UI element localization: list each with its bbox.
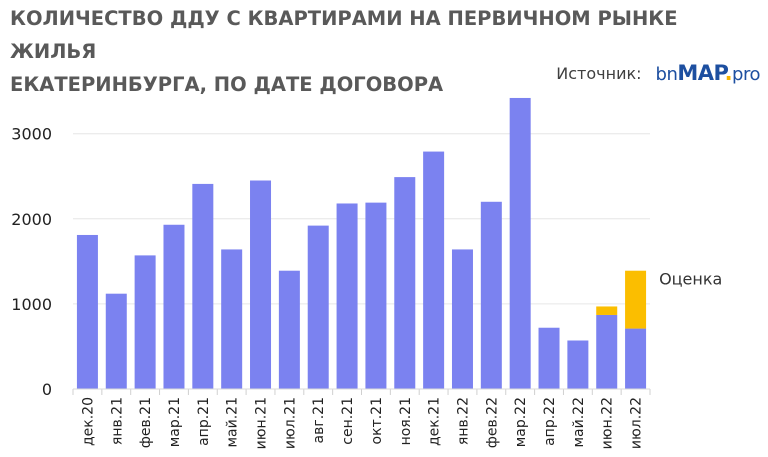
y-tick-label: 2000 [11,210,52,229]
source-label: Источник: [556,63,642,83]
bar [567,340,589,389]
x-tick-label: май.22 [571,397,587,448]
estimate-bar [596,306,618,315]
title-line-1: КОЛИЧЕСТВО ДДУ С КВАРТИРАМИ НА ПЕРВИЧНОМ… [10,7,678,63]
bar [394,177,416,389]
bar [480,201,502,389]
x-tick-label: мар.22 [513,397,529,447]
bar [105,293,127,389]
x-tick-label: дек.20 [80,397,96,446]
x-tick-label: дек.21 [427,397,443,446]
x-tick-label: июн.22 [600,397,616,449]
logo-dot: . [724,61,733,85]
x-tick-label: фев.22 [484,397,500,448]
x-tick-label: фев.21 [138,397,154,448]
estimate-bar [625,270,647,329]
x-tick-label: окт.21 [369,397,385,444]
bar [538,327,560,389]
y-tick-label: 0 [42,380,52,399]
y-tick-label: 1000 [11,295,52,314]
bar [365,202,387,389]
logo-part-2: MAP [677,61,725,85]
bar [163,224,185,389]
bar [192,183,214,389]
x-tick-label: июл.21 [282,397,298,449]
bar [625,328,647,389]
logo-part-3: pro [732,64,760,85]
x-tick-label: май.21 [225,397,241,448]
x-tick-label: янв.22 [455,397,471,445]
x-tick-label: мар.21 [167,397,183,447]
chart-title: КОЛИЧЕСТВО ДДУ С КВАРТИРАМИ НА ПЕРВИЧНОМ… [10,2,750,101]
bar [423,151,445,389]
bar [509,97,531,389]
bnmap-logo: bnMAP.pro [655,61,761,85]
title-line-2: ЕКАТЕРИНБУРГА, ПО ДАТЕ ДОГОВОРА [10,73,444,96]
y-tick-label: 3000 [11,125,52,144]
bar [451,249,473,389]
x-tick-label: апр.21 [196,397,212,446]
x-tick-label: янв.21 [109,397,125,445]
bar [336,203,358,389]
bar [596,314,618,389]
x-tick-label: авг.21 [311,397,327,443]
x-tick-label: ноя.21 [398,397,414,445]
bar [307,225,329,389]
x-tick-label: апр.22 [542,397,558,446]
bar [250,180,272,389]
estimate-annotation: Оценка [659,270,722,289]
bar [134,255,156,389]
bar [76,234,98,389]
source-block: Источник: bnMAP.pro [556,60,760,86]
logo-part-1: bn [655,64,678,85]
x-tick-label: сен.21 [340,397,356,445]
bar [278,270,300,389]
bar [221,249,243,389]
x-tick-label: июл.22 [629,397,645,449]
x-tick-label: июн.21 [254,397,270,449]
